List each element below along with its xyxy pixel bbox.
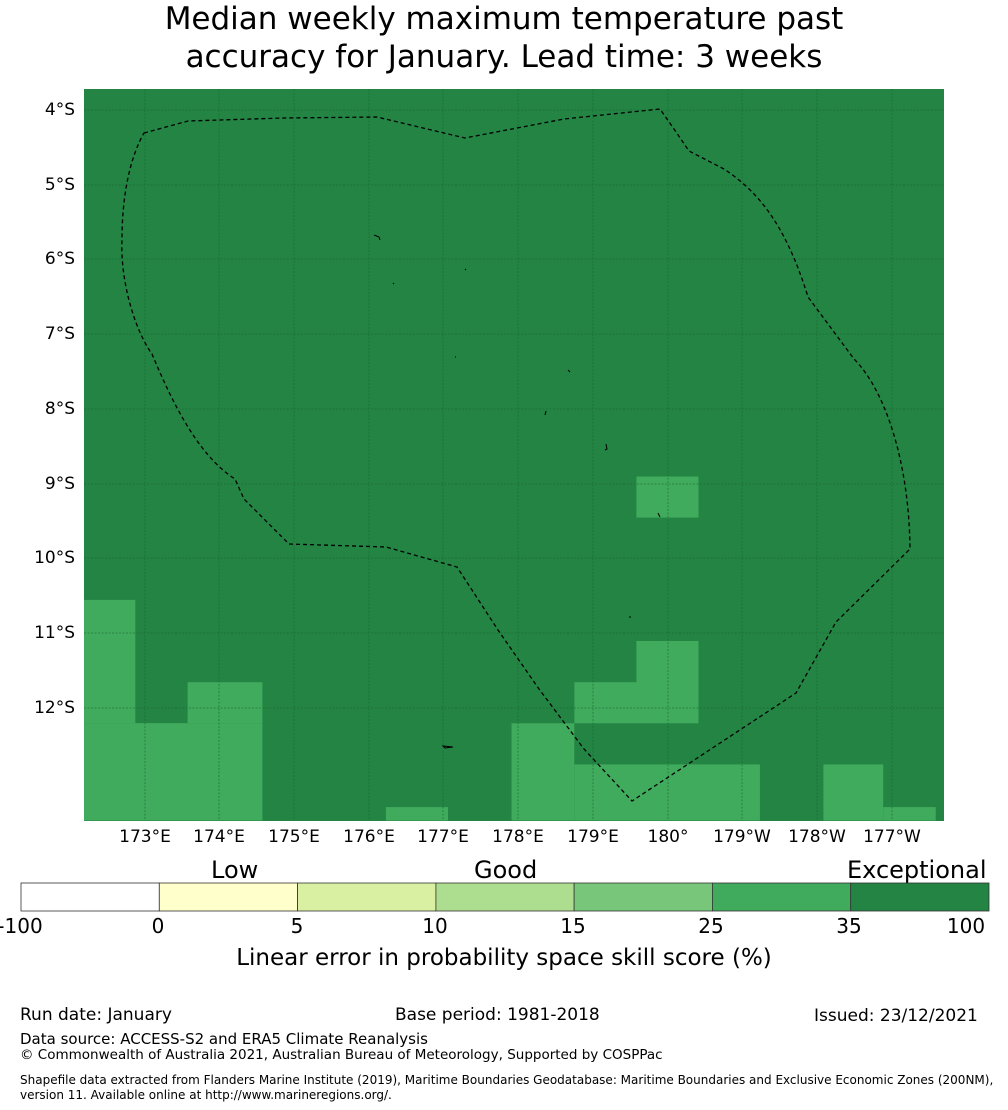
map-panel	[84, 89, 944, 821]
skill-cell-25-35	[636, 476, 699, 518]
colorbar-bin	[712, 882, 852, 912]
skill-cell-25-35	[511, 723, 575, 821]
lon-label: 178°E	[492, 827, 544, 847]
colorbar-title: Linear error in probability space skill …	[236, 945, 772, 971]
lat-label: 10°S	[34, 548, 75, 568]
lon-label: 173°E	[119, 827, 171, 847]
run-date: Run date: January	[20, 1005, 172, 1025]
skill-cell-25-35	[574, 682, 637, 724]
colorbar-tick: 35	[836, 914, 862, 938]
colorbar-tick: 100	[946, 914, 986, 938]
base-period: Base period: 1981-2018	[395, 1005, 600, 1025]
category-low: Low	[211, 856, 259, 884]
lat-label: 4°S	[44, 100, 75, 120]
colorbar-bin	[435, 882, 575, 912]
lat-label: 6°S	[44, 249, 75, 269]
skill-cells	[84, 476, 936, 821]
colorbar-tick: 25	[698, 914, 724, 938]
lat-label: 9°S	[44, 474, 75, 494]
chart-title: Median weekly maximum temperature past a…	[0, 0, 1008, 76]
data-source: Data source: ACCESS-S2 and ERA5 Climate …	[20, 1030, 428, 1048]
category-exceptional: Exceptional	[847, 856, 987, 884]
skill-cell-25-35	[823, 764, 884, 821]
colorbar-tick: 0	[151, 914, 165, 938]
title-line-1: Median weekly maximum temperature past	[164, 1, 844, 37]
lon-label: 177°W	[863, 827, 921, 847]
lat-label: 5°S	[44, 175, 75, 195]
skill-cell-25-35	[84, 599, 136, 724]
eez-boundary	[121, 108, 911, 802]
colorbar-bin	[158, 882, 299, 912]
issued-date: Issued: 23/12/2021	[814, 1006, 978, 1026]
skill-cell-25-35	[636, 641, 699, 724]
colorbar-bin	[850, 882, 990, 912]
colorbar-bin	[573, 882, 713, 912]
skill-cell-25-35	[84, 723, 263, 821]
lon-label: 174°E	[193, 827, 245, 847]
colorbar-tick: 15	[560, 914, 586, 938]
lat-label: 8°S	[44, 399, 75, 419]
colorbar-tick: -100	[0, 914, 43, 938]
skill-cell-25-35	[883, 807, 936, 821]
category-good: Good	[474, 856, 538, 884]
skill-cell-25-35	[187, 682, 263, 724]
atoll-outlines	[373, 234, 661, 749]
skill-cell-25-35	[385, 807, 448, 821]
colorbar-tick: 10	[422, 914, 448, 938]
title-line-2: accuracy for January. Lead time: 3 weeks	[185, 39, 823, 75]
lat-label: 11°S	[34, 623, 75, 643]
lon-label: 176°E	[343, 827, 395, 847]
colorbar-bin	[20, 882, 160, 912]
lon-label: 175°E	[268, 827, 320, 847]
lat-label: 12°S	[34, 698, 75, 718]
shapefile-credit-line-1: Shapefile data extracted from Flanders M…	[20, 1073, 994, 1087]
skill-cell-25-35	[574, 764, 760, 821]
lon-label: 180°	[647, 827, 689, 847]
lon-label: 178°W	[788, 827, 846, 847]
gridlines	[84, 89, 944, 821]
lon-label: 179°E	[567, 827, 619, 847]
lat-label: 7°S	[44, 324, 75, 344]
lon-label: 179°W	[713, 827, 771, 847]
shapefile-credit-line-2: version 11. Available online at http://w…	[20, 1088, 392, 1102]
lon-label: 177°E	[417, 827, 469, 847]
copyright: © Commonwealth of Australia 2021, Austra…	[20, 1047, 663, 1063]
colorbar-bin	[297, 882, 437, 912]
colorbar	[20, 882, 990, 912]
colorbar-tick: 5	[290, 914, 304, 938]
